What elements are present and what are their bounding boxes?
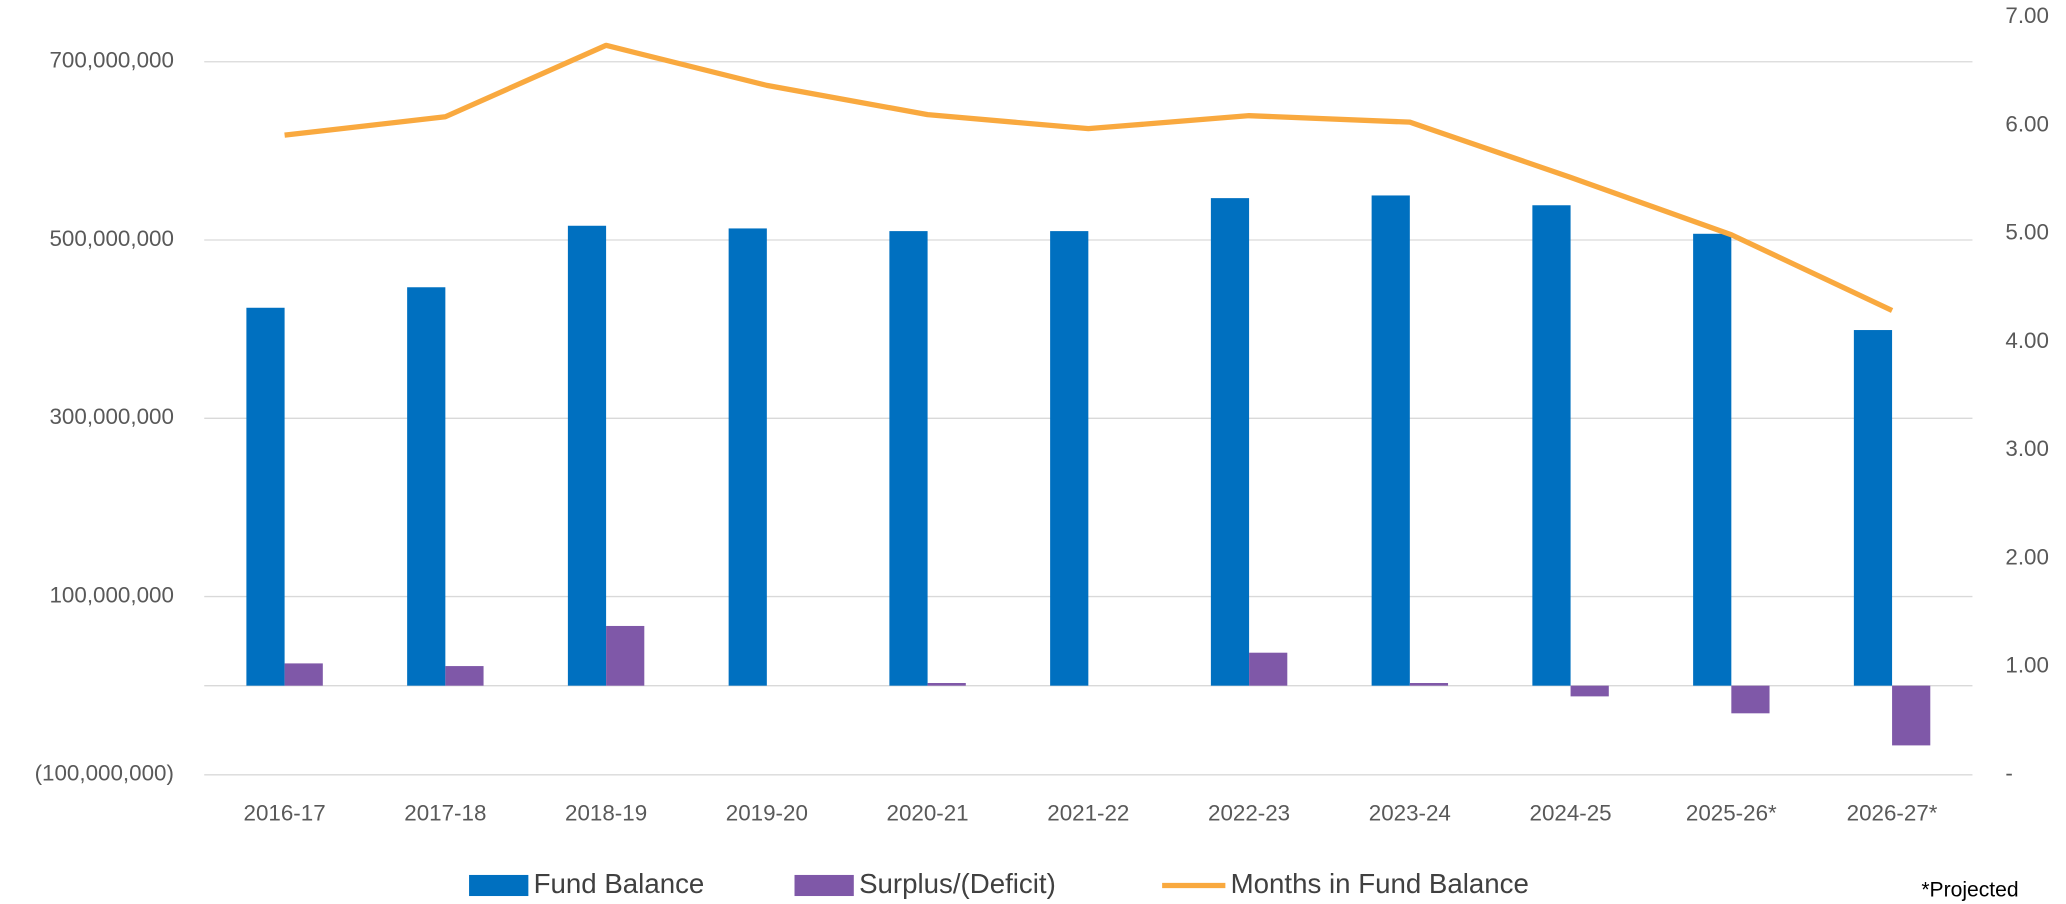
x-tick-label: 2025-26* xyxy=(1686,800,1777,825)
legend: Fund Balance Surplus/(Deficit) Months in F… xyxy=(469,868,1529,899)
y-tick-label: 500,000,000 xyxy=(49,226,173,251)
bar xyxy=(567,225,607,686)
y2-tick-label: 3.00 xyxy=(2005,436,2049,461)
x-tick-label: 2022-23 xyxy=(1208,800,1290,825)
x-tick-label: 2019-20 xyxy=(726,800,808,825)
bar xyxy=(407,287,446,686)
y-tick-label: 700,000,000 xyxy=(49,48,173,73)
bar xyxy=(1693,233,1732,686)
y-tick-label: 300,000,000 xyxy=(49,404,173,429)
line xyxy=(284,42,1894,313)
x-tick-label: 2023-24 xyxy=(1369,800,1451,825)
bar xyxy=(1532,205,1571,686)
bar xyxy=(1731,685,1770,714)
y-tick-label: 100,000,000 xyxy=(49,582,173,607)
y2-tick-label: 6.00 xyxy=(2005,111,2049,136)
x-tick-label: 2020-21 xyxy=(887,800,969,825)
bar xyxy=(1409,683,1449,686)
x-tick-label: 2024-25 xyxy=(1530,800,1612,825)
legend-swatch xyxy=(469,874,529,897)
bar xyxy=(1892,685,1931,746)
bar xyxy=(1570,685,1609,697)
legend-swatch xyxy=(794,874,854,897)
y2-tick-label: 1.00 xyxy=(2005,653,2049,678)
bar xyxy=(1853,330,1893,686)
legend-label: Fund Balance xyxy=(534,868,705,899)
bar xyxy=(246,307,285,686)
y2-tick-label: 2.00 xyxy=(2005,544,2049,569)
bar xyxy=(1249,652,1288,686)
y-tick-label: (100,000,000) xyxy=(35,761,174,786)
x-tick-label: 2021-22 xyxy=(1047,800,1129,825)
bar xyxy=(284,663,323,686)
y2-tick-label: 5.00 xyxy=(2005,220,2049,245)
bar xyxy=(1210,198,1250,686)
x-tick-label: 2026-27* xyxy=(1847,800,1938,825)
bar xyxy=(606,625,645,686)
legend-label: Months in Fund Balance xyxy=(1231,868,1529,899)
legend-label: Surplus/(Deficit) xyxy=(859,868,1056,899)
bar xyxy=(889,231,928,686)
y2-tick-label: - xyxy=(2005,761,2012,786)
bar xyxy=(728,228,767,686)
y2-tick-label: 7.00 xyxy=(2005,3,2049,28)
x-tick-label: 2017-18 xyxy=(404,800,486,825)
bar xyxy=(1050,231,1089,686)
bar xyxy=(1371,195,1410,686)
x-tick-label: 2016-17 xyxy=(244,800,326,825)
x-tick-label: 2018-19 xyxy=(565,800,647,825)
annotation: *Projected xyxy=(1921,878,2018,901)
bar xyxy=(445,666,484,686)
bar xyxy=(927,683,966,686)
y2-tick-label: 4.00 xyxy=(2005,328,2049,353)
